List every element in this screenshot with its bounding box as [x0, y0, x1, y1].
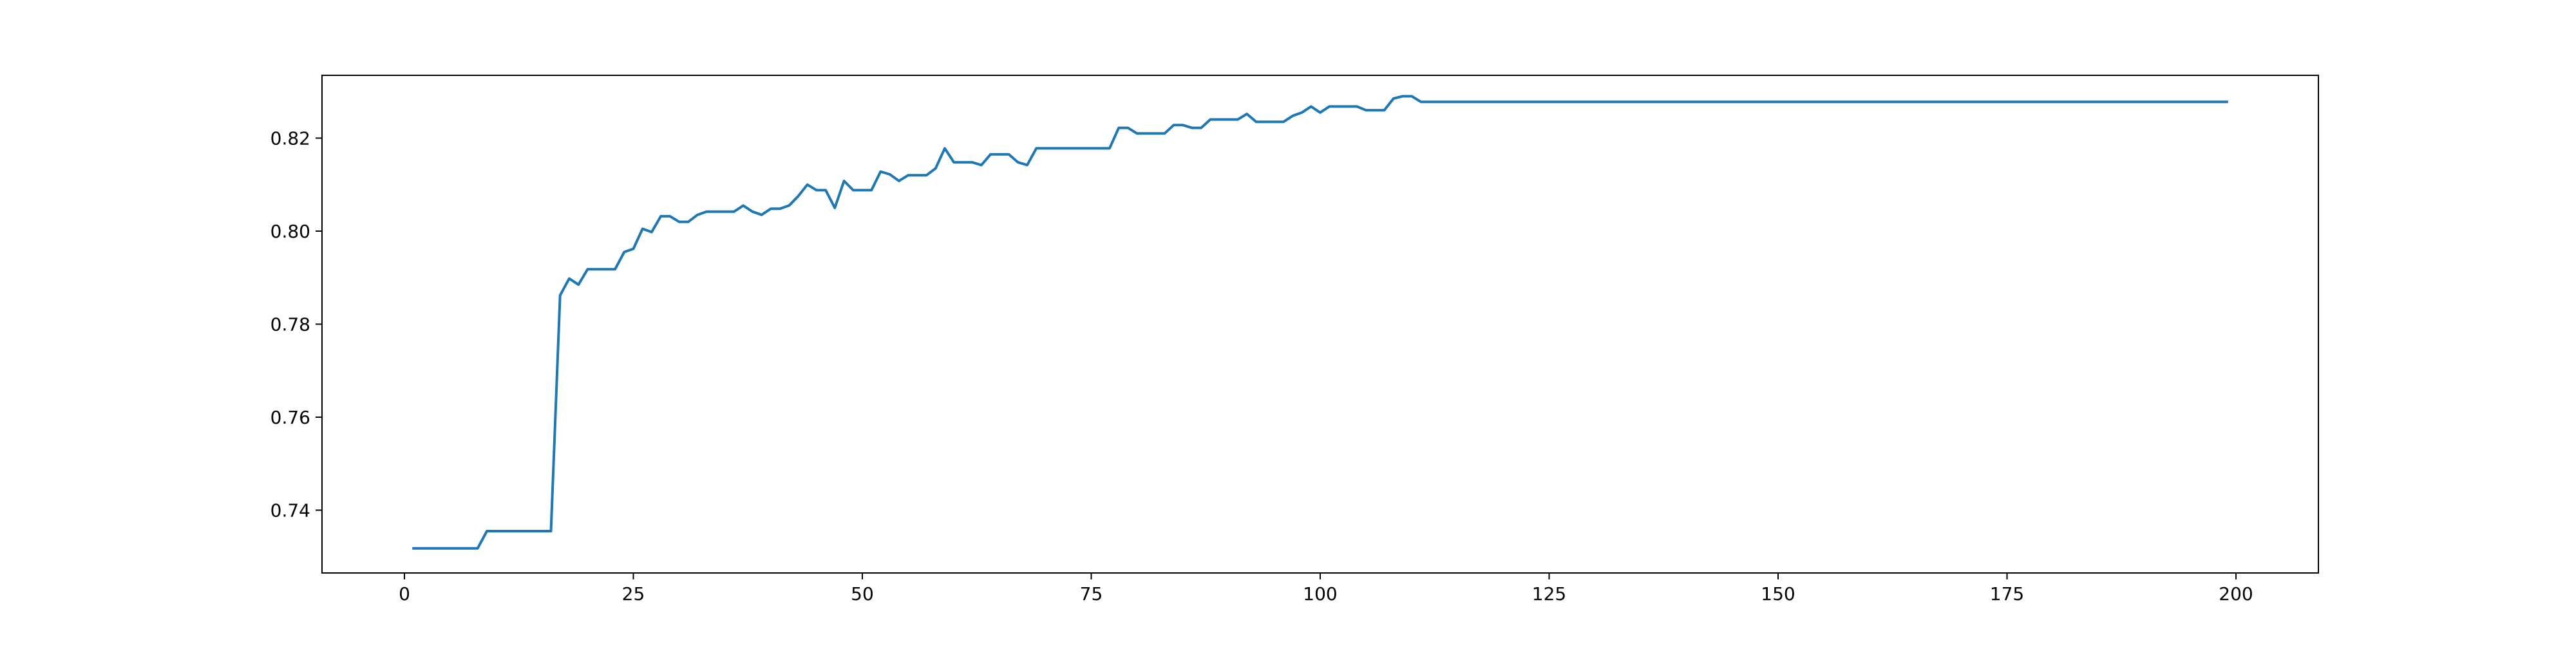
x-tick-label: 75 [1080, 583, 1103, 605]
y-tick-label: 0.78 [270, 314, 310, 335]
y-tick-label: 0.82 [270, 128, 310, 149]
series-line-0 [412, 95, 2228, 550]
series-layer [412, 95, 2228, 550]
x-tick-label: 200 [2219, 583, 2253, 605]
x-tick-label: 25 [622, 583, 645, 605]
x-tick-label: 150 [1761, 583, 1795, 605]
axes-layer: 0 25 50 75 100 125 150 175 200 0.74 0.76 0.78 0.80 0.… [270, 128, 2253, 605]
x-tick-label: 175 [1990, 583, 2024, 605]
y-tick-label: 0.80 [270, 221, 310, 242]
x-tick-label: 100 [1303, 583, 1337, 605]
plot-area-frame [321, 75, 2319, 574]
y-tick-label: 0.76 [270, 407, 310, 428]
x-tick-label: 125 [1532, 583, 1566, 605]
x-tick-label: 50 [851, 583, 874, 605]
y-tick-label: 0.74 [270, 500, 310, 521]
x-tick-label: 0 [399, 583, 410, 605]
